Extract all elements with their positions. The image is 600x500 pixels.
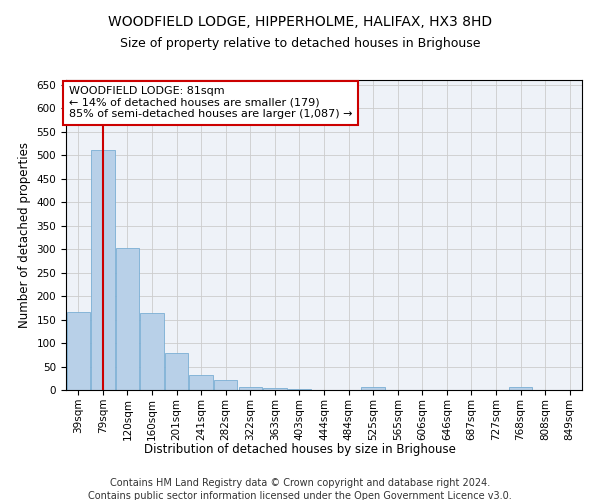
Text: Contains public sector information licensed under the Open Government Licence v3: Contains public sector information licen…	[88, 491, 512, 500]
Bar	[91, 150, 115, 390]
Bar	[190, 374, 213, 390]
Bar	[214, 380, 238, 390]
Text: Contains HM Land Registry data © Crown copyright and database right 2024.: Contains HM Land Registry data © Crown c…	[110, 478, 490, 488]
Text: Distribution of detached houses by size in Brighouse: Distribution of detached houses by size …	[144, 442, 456, 456]
Bar	[239, 386, 262, 390]
Text: WOODFIELD LODGE, HIPPERHOLME, HALIFAX, HX3 8HD: WOODFIELD LODGE, HIPPERHOLME, HALIFAX, H…	[108, 15, 492, 29]
Bar	[165, 354, 188, 390]
Text: WOODFIELD LODGE: 81sqm
← 14% of detached houses are smaller (179)
85% of semi-de: WOODFIELD LODGE: 81sqm ← 14% of detached…	[68, 86, 352, 120]
Y-axis label: Number of detached properties: Number of detached properties	[18, 142, 31, 328]
Text: Size of property relative to detached houses in Brighouse: Size of property relative to detached ho…	[120, 38, 480, 51]
Bar	[361, 386, 385, 390]
Bar	[140, 312, 164, 390]
Bar	[509, 386, 532, 390]
Bar	[263, 388, 287, 390]
Bar	[67, 312, 90, 390]
Bar	[116, 248, 139, 390]
Bar	[288, 389, 311, 390]
